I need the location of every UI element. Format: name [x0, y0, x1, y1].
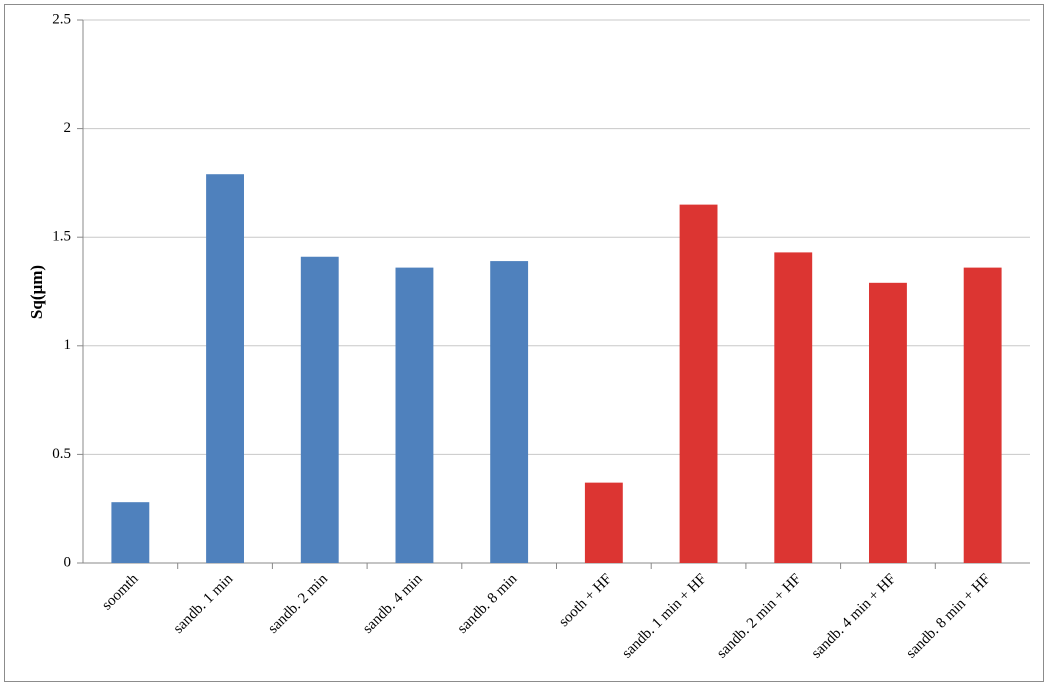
bar	[584, 482, 623, 563]
bar	[490, 261, 529, 563]
bar	[300, 256, 339, 563]
y-tick-label: 0.5	[52, 446, 71, 462]
y-tick-label: 1	[64, 337, 72, 353]
y-axis-label: Sq(µm)	[27, 265, 46, 319]
y-tick-label: 1.5	[52, 229, 71, 245]
y-tick-label: 2.5	[52, 11, 71, 27]
bar	[395, 267, 434, 563]
y-tick-label: 0	[64, 554, 72, 570]
bar	[206, 174, 244, 563]
bar	[869, 282, 907, 563]
bar	[679, 204, 718, 563]
bar	[111, 502, 150, 563]
bar	[963, 267, 1002, 563]
bar	[774, 252, 813, 564]
y-tick-label: 2	[64, 120, 72, 136]
